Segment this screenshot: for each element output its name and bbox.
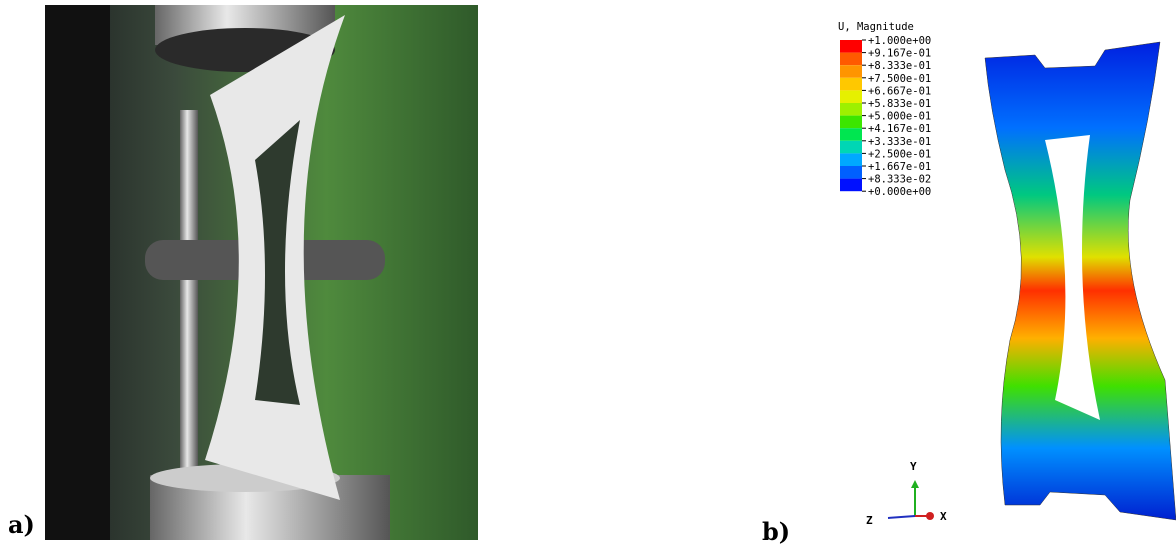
legend-band (840, 78, 862, 91)
photo (45, 5, 478, 540)
axis-label: X (940, 510, 947, 523)
legend-band (840, 153, 862, 166)
legend-label: +7.500e-01 (868, 73, 931, 85)
legend-band (840, 53, 862, 66)
legend-band (840, 116, 862, 129)
legend-band (840, 179, 862, 192)
legend-label: +9.167e-01 (868, 48, 931, 60)
legend-label: +3.333e-01 (868, 136, 931, 148)
axis-label: Y (910, 460, 917, 473)
legend-label: +6.667e-01 (868, 85, 931, 97)
legend-band (840, 40, 862, 53)
legend-label: +0.000e+00 (868, 186, 931, 198)
legend-label: +2.500e-01 (868, 148, 931, 160)
legend-label: +5.000e-01 (868, 111, 931, 123)
legend-band (840, 65, 862, 78)
legend-label: +8.333e-02 (868, 174, 931, 186)
legend: U, Magnitude +1.000e+00+9.167e-01+8.333e… (838, 21, 931, 198)
legend-label: +1.000e+00 (868, 35, 931, 47)
figure: a) b) U, Magnitude +1.000e+00+9.167e-01+… (0, 0, 1176, 548)
legend-band (840, 141, 862, 154)
legend-label: +1.667e-01 (868, 161, 931, 173)
legend-label: +8.333e-01 (868, 60, 931, 72)
legend-band (840, 166, 862, 179)
legend-band (840, 90, 862, 103)
panel-label: b) (762, 517, 790, 546)
legend-band (840, 103, 862, 116)
legend-title: U, Magnitude (838, 21, 914, 33)
legend-label: +5.833e-01 (868, 98, 931, 110)
fe-model (985, 42, 1176, 520)
legend-label: +4.167e-01 (868, 123, 931, 135)
legend-band (840, 128, 862, 141)
axis-triad: Y Z X (866, 460, 947, 527)
panel-label: a) (8, 510, 35, 539)
axis-label: Z (866, 514, 873, 527)
